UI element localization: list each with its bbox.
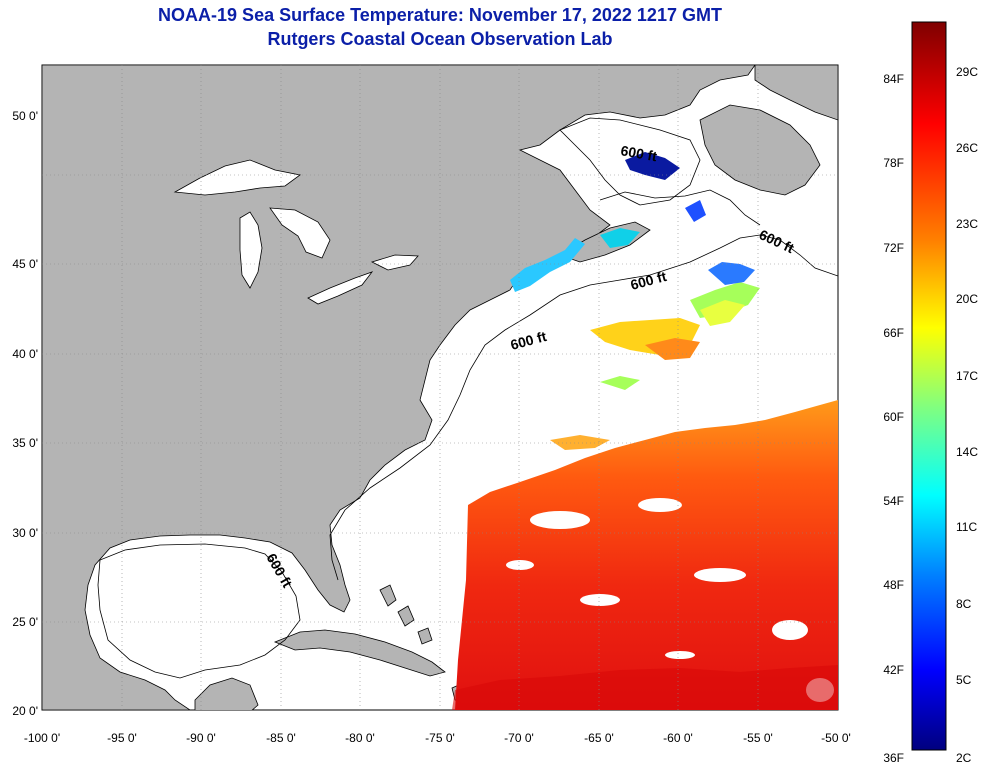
cb-c-label: 2C (956, 751, 972, 765)
newfoundland-land (699, 104, 821, 196)
lake-superior (173, 159, 301, 196)
cb-c-label: 11C (956, 520, 977, 534)
cb-f-label: 54F (883, 494, 904, 508)
cb-c-label: 17C (956, 369, 978, 383)
cb-f-label: 48F (883, 578, 904, 592)
cb-f-label: 72F (883, 241, 904, 255)
cb-f-label: 60F (883, 410, 904, 424)
map-subtitle: Rutgers Coastal Ocean Observation Lab (267, 29, 613, 49)
lon-tick: -65 0' (584, 731, 614, 745)
lake-michigan (239, 211, 263, 289)
lat-tick: 25 0' (12, 615, 38, 629)
sst-front-patches (550, 282, 760, 450)
latitude-axis: 20 0' 25 0' 30 0' 35 0' 40 0' 45 0' 50 0… (12, 109, 38, 718)
lake-erie (307, 271, 374, 305)
lat-tick: 30 0' (12, 526, 38, 540)
cb-f-label: 78F (883, 156, 904, 170)
lon-tick: -50 0' (821, 731, 851, 745)
depth-label-4: 600 ft (619, 142, 658, 164)
cb-c-label: 26C (956, 141, 978, 155)
cb-f-label: 84F (883, 72, 904, 86)
depth-contour-lines (97, 189, 838, 679)
lat-tick: 45 0' (12, 257, 38, 271)
colorbar (911, 21, 947, 751)
cb-f-label: 66F (883, 326, 904, 340)
lat-tick: 40 0' (12, 347, 38, 361)
cb-c-label: 5C (956, 673, 972, 687)
yucatan-land (194, 677, 259, 710)
cb-f-label: 42F (883, 663, 904, 677)
lake-huron (269, 207, 331, 259)
lat-tick: 50 0' (12, 109, 38, 123)
colorbar-celsius-labels: 29C 26C 23C 20C 17C 14C 11C 8C 5C 2C (956, 65, 978, 765)
cb-c-label: 29C (956, 65, 978, 79)
lon-tick: -55 0' (743, 731, 773, 745)
lon-tick: -80 0' (345, 731, 375, 745)
lake-ontario (370, 254, 419, 271)
bahamas-land (379, 584, 433, 645)
north-america-land (42, 65, 756, 710)
sst-hot-region (452, 665, 838, 710)
sst-warm-region (455, 400, 838, 710)
labrador-land (754, 65, 838, 121)
lon-tick: -70 0' (504, 731, 534, 745)
lon-tick: -95 0' (107, 731, 137, 745)
colorbar-fahrenheit-labels: 84F 78F 72F 66F 60F 54F 48F 42F 36F (883, 72, 904, 765)
lon-tick: -90 0' (186, 731, 216, 745)
cb-c-label: 8C (956, 597, 972, 611)
cb-c-label: 20C (956, 292, 978, 306)
cb-c-label: 14C (956, 445, 978, 459)
sst-cold-patches (510, 152, 755, 292)
map-gridlines (42, 65, 838, 710)
cb-f-label: 36F (883, 751, 904, 765)
lon-tick: -60 0' (663, 731, 693, 745)
map-title: NOAA-19 Sea Surface Temperature: Novembe… (158, 5, 722, 25)
lat-tick: 20 0' (12, 704, 38, 718)
longitude-axis: -100 0' -95 0' -90 0' -85 0' -80 0' -75 … (24, 731, 851, 745)
lon-tick: -75 0' (425, 731, 455, 745)
lon-tick: -100 0' (24, 731, 60, 745)
cb-c-label: 23C (956, 217, 978, 231)
lat-tick: 35 0' (12, 436, 38, 450)
lon-tick: -85 0' (266, 731, 296, 745)
